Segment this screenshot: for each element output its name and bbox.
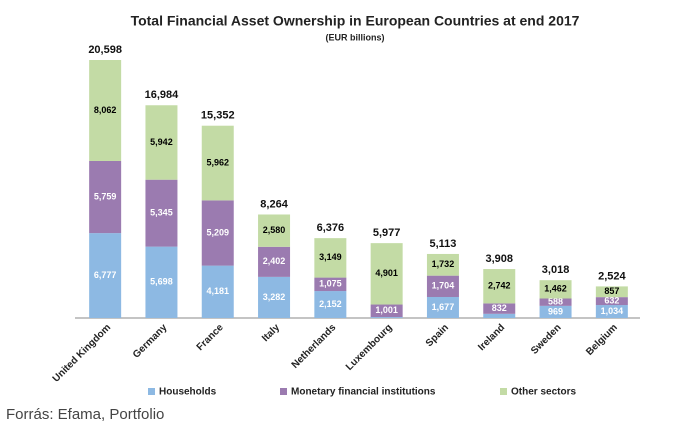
bar-segment	[89, 160, 122, 234]
bar-segment	[201, 265, 234, 318]
bar-segment	[539, 305, 572, 318]
value-label: 8,062	[94, 105, 117, 115]
value-label: 2,742	[488, 281, 511, 291]
value-label: 5,209	[206, 227, 229, 237]
total-label: 5,113	[429, 238, 456, 250]
x-tick-label: Sweden	[529, 322, 564, 357]
value-label: 969	[548, 306, 563, 316]
x-tick-label: United Kingdom	[51, 322, 113, 384]
legend-label: Monetary financial institutions	[291, 387, 436, 398]
value-label: 5,759	[94, 191, 117, 201]
bar-segment	[426, 296, 459, 318]
total-label: 8,264	[260, 198, 288, 210]
bar-segment	[426, 275, 459, 297]
total-label: 6,376	[317, 222, 345, 234]
source: Forrás: Efama, Portfolio	[6, 406, 164, 423]
bar-segment	[89, 233, 122, 318]
total-label: 15,352	[201, 110, 235, 122]
value-label: 3,149	[319, 252, 342, 262]
x-tick-label: Belgium	[584, 322, 620, 358]
legend-label: Other sectors	[511, 387, 576, 398]
total-label: 20,598	[88, 44, 122, 56]
value-label: 632	[604, 295, 619, 305]
bar-segment	[314, 277, 347, 292]
value-label: 1,732	[432, 259, 455, 269]
bar-segment	[426, 253, 459, 276]
chart-title: Total Financial Asset Ownership in Europ…	[131, 13, 580, 29]
bar-segment	[201, 200, 234, 266]
value-label: 2,402	[263, 256, 286, 266]
legend-swatch	[148, 388, 155, 395]
bar-segment	[145, 179, 178, 247]
bar-segment	[145, 105, 178, 180]
bar-segment	[370, 243, 403, 305]
bar-segment	[370, 317, 403, 318]
value-label: 3,282	[263, 292, 286, 302]
total-label: 16,984	[145, 89, 180, 101]
bar-segment	[201, 125, 234, 201]
bar-segment	[370, 304, 403, 318]
value-label: 1,677	[432, 302, 455, 312]
bar-segment	[258, 214, 291, 247]
x-tick-label: Germany	[131, 322, 170, 361]
bar-segment	[89, 60, 122, 161]
value-label: 4,901	[375, 268, 398, 278]
value-label: 4,181	[206, 286, 229, 296]
bar-segment	[595, 297, 628, 306]
x-tick-label: Luxembourg	[344, 322, 395, 373]
bar-segment	[539, 298, 572, 306]
x-tick-label: France	[195, 322, 226, 353]
total-label: 3,018	[542, 264, 570, 276]
bar-segment	[595, 305, 628, 318]
total-label: 5,977	[373, 227, 401, 239]
value-label: 1,704	[432, 281, 455, 291]
value-label: 1,001	[375, 305, 398, 315]
legend-swatch	[280, 388, 287, 395]
value-label: 1,075	[319, 279, 342, 289]
x-tick-label: Netherlands	[290, 322, 339, 371]
total-label: 2,524	[598, 270, 626, 282]
value-label: 5,942	[150, 137, 173, 147]
value-label: 588	[548, 297, 563, 307]
value-label: 2,580	[263, 225, 286, 235]
legend-label: Households	[159, 387, 217, 398]
value-label: 5,962	[206, 157, 229, 167]
legend-swatch	[500, 388, 507, 395]
value-label: 857	[604, 286, 619, 296]
value-label: 2,152	[319, 299, 342, 309]
bar-segment	[258, 246, 291, 277]
bar-segment	[483, 303, 516, 314]
bar-segment	[595, 286, 628, 298]
x-tick-label: Ireland	[476, 322, 507, 353]
bar-segment	[539, 280, 572, 299]
value-label: 6,777	[94, 270, 117, 280]
bar-segment	[483, 313, 516, 318]
value-label: 1,462	[544, 284, 567, 294]
chart-subtitle: (EUR billions)	[326, 32, 385, 42]
bar-segment	[258, 276, 291, 318]
bar-segment	[483, 269, 516, 304]
x-tick-label: Italy	[260, 322, 282, 344]
x-tick-label: Spain	[424, 322, 451, 349]
bar-segment	[314, 238, 347, 278]
value-label: 1,034	[601, 306, 624, 316]
value-label: 5,698	[150, 277, 173, 287]
value-label: 832	[492, 303, 507, 313]
total-label: 3,908	[485, 253, 513, 265]
bar-segment	[314, 291, 347, 318]
bar-segment	[145, 246, 178, 318]
value-label: 5,345	[150, 208, 173, 218]
